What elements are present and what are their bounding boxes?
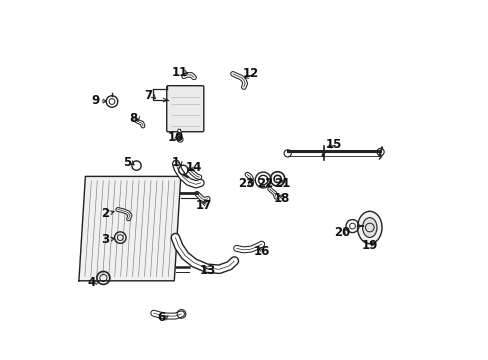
Text: 10: 10	[167, 131, 183, 144]
Text: 5: 5	[123, 156, 131, 169]
Text: 7: 7	[143, 89, 152, 102]
Text: 1: 1	[172, 156, 180, 169]
Text: 16: 16	[253, 245, 269, 258]
Polygon shape	[79, 176, 181, 281]
Ellipse shape	[357, 211, 381, 244]
Text: 17: 17	[196, 199, 212, 212]
Text: 3: 3	[101, 233, 109, 246]
Text: 21: 21	[274, 177, 290, 190]
Text: 13: 13	[199, 264, 216, 277]
Text: 20: 20	[334, 226, 350, 239]
Text: 2: 2	[101, 207, 109, 220]
Text: 14: 14	[185, 161, 201, 174]
Text: 4: 4	[87, 276, 96, 289]
Text: 18: 18	[274, 192, 290, 204]
Text: 9: 9	[91, 94, 99, 107]
Text: 11: 11	[171, 66, 187, 78]
Ellipse shape	[362, 217, 376, 238]
Text: 19: 19	[361, 239, 377, 252]
Text: 6: 6	[157, 311, 165, 324]
Text: 22: 22	[257, 177, 273, 190]
Text: 15: 15	[325, 138, 341, 151]
Text: 23: 23	[238, 177, 254, 190]
Text: 12: 12	[243, 67, 259, 80]
Text: 8: 8	[129, 112, 138, 125]
FancyBboxPatch shape	[166, 86, 203, 132]
